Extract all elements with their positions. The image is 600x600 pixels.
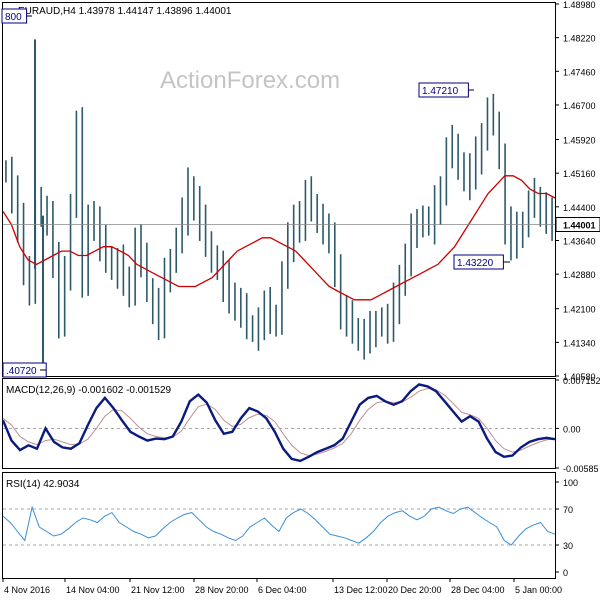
x-tick-label: 14 Nov 04:00 xyxy=(66,585,120,595)
rsi-line xyxy=(2,505,556,546)
price-tick-label: 1.43640 xyxy=(563,236,596,246)
current-price-box xyxy=(555,216,600,232)
x-tick-label: 20 Dec 20:00 xyxy=(388,585,442,595)
rsi-tick-label: 30 xyxy=(563,541,573,551)
price-tick-label: 1.48980 xyxy=(563,0,596,10)
annotation-label: .40720 xyxy=(6,366,37,377)
x-tick-label: 21 Nov 12:00 xyxy=(131,585,185,595)
price-panel xyxy=(2,2,556,377)
price-tick-label: 1.41340 xyxy=(563,338,596,348)
price-tick-label: 1.40580 xyxy=(563,372,596,382)
price-tick-label: 1.42100 xyxy=(563,305,596,315)
annotation-label: 1.47210 xyxy=(422,86,459,97)
watermark: ActionForex.com xyxy=(160,67,340,94)
rsi-series-layer xyxy=(2,505,556,546)
rsi-tick-label: 0 xyxy=(563,568,568,578)
annotation-label: 1.43220 xyxy=(457,258,494,269)
x-tick-label: 28 Nov 20:00 xyxy=(195,585,249,595)
price-tick-label: 1.48220 xyxy=(563,34,596,44)
macd-header: MACD(12,26,9) -0.001602 -0.001529 xyxy=(6,385,172,396)
price-header: EURAUD,H4 1.43978 1.44147 1.43896 1.4400… xyxy=(18,6,232,17)
price-tick-label: 1.47460 xyxy=(563,67,596,77)
x-tick-label: 6 Dec 04:00 xyxy=(258,585,307,595)
macd-tick-label: 0.007152 xyxy=(563,376,600,386)
macd-tick-label: 0.00 xyxy=(563,424,581,434)
price-tick-label: 1.45160 xyxy=(563,169,596,179)
rsi-panel xyxy=(2,472,556,579)
price-series-layer: 800 1.47210 1.43220 .40720 xyxy=(1,8,556,378)
annotation-label: 800 xyxy=(5,12,22,23)
macd-line xyxy=(1,383,556,463)
price-tick-label: 1.46700 xyxy=(563,101,596,111)
rsi-tick-label: 100 xyxy=(563,478,578,488)
x-tick-label: 13 Dec 12:00 xyxy=(334,585,388,595)
price-tick-label: 1.45920 xyxy=(563,136,596,146)
price-tick-label: 1.44400 xyxy=(563,203,596,213)
price-tick-label: 1.42880 xyxy=(563,270,596,280)
x-tick-label: 28 Dec 04:00 xyxy=(451,585,505,595)
x-tick-label: 4 Nov 2016 xyxy=(4,585,50,595)
macd-tick-label: -0.00585 xyxy=(563,464,599,474)
rsi-tick-label: 70 xyxy=(563,505,573,515)
moving-average-line xyxy=(2,175,556,301)
macd-signal-line xyxy=(2,387,556,457)
macd-panel xyxy=(2,378,556,469)
macd-series-layer xyxy=(1,383,556,463)
x-tick-label: 5 Jan 00:00 xyxy=(515,585,562,595)
rsi-header: RSI(14) 42.9034 xyxy=(6,479,80,490)
current-price-label: 1.44001 xyxy=(563,220,596,230)
